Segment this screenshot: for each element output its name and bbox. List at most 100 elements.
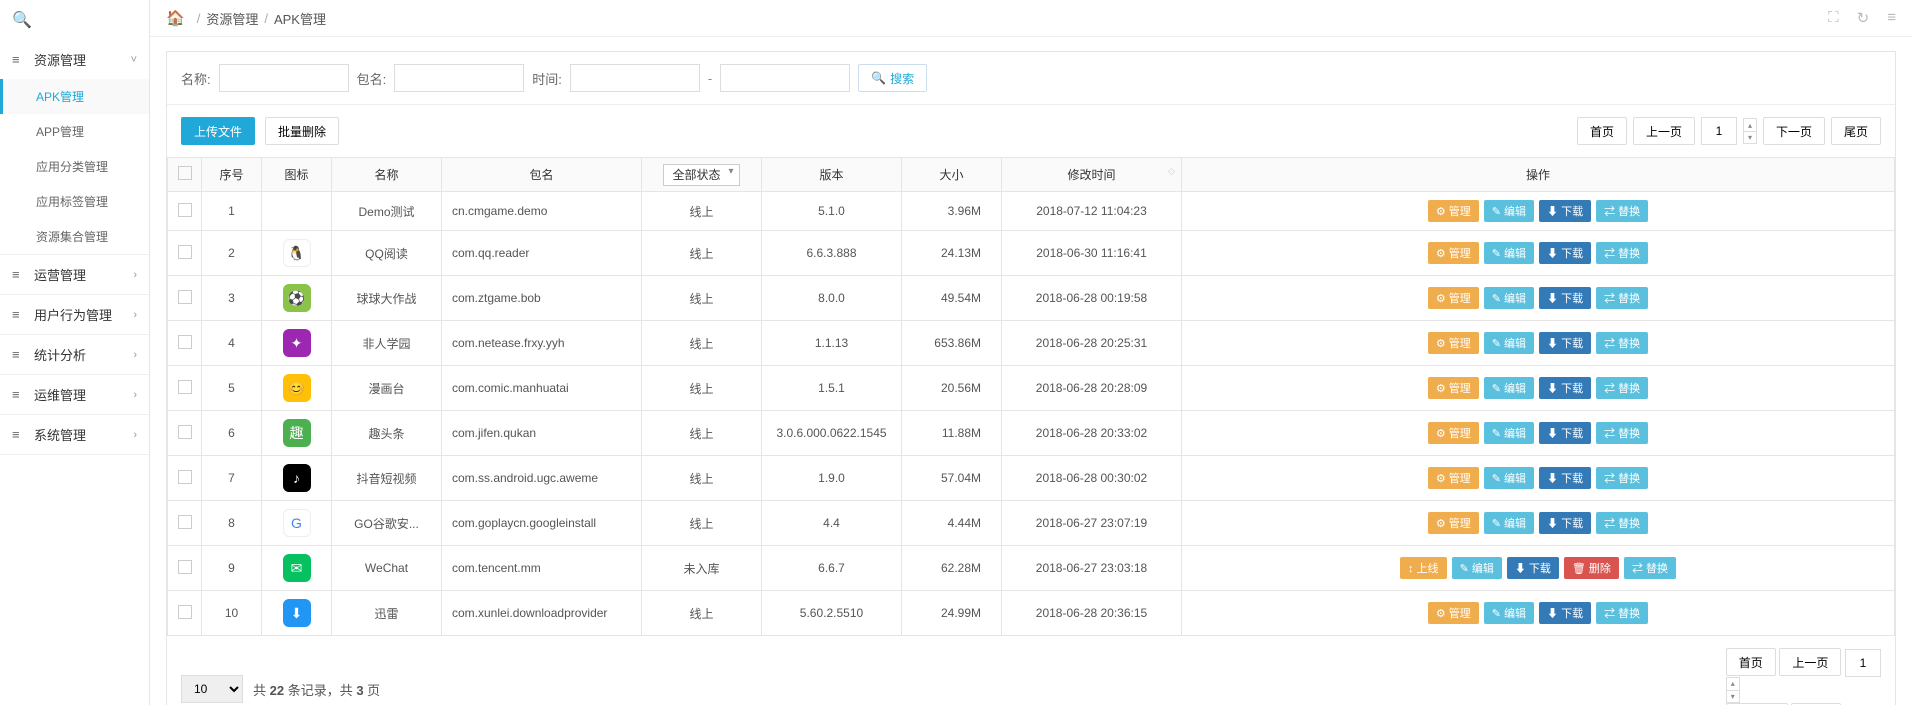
pkg-input[interactable] bbox=[394, 64, 524, 92]
op-edit[interactable]: ✎ 编辑 bbox=[1484, 200, 1534, 222]
op-delete[interactable]: 🗑 删除 bbox=[1564, 557, 1619, 579]
nav-section-3[interactable]: ≡统计分析› bbox=[0, 335, 149, 374]
pager-down-b[interactable]: ▾ bbox=[1726, 690, 1740, 703]
op-edit[interactable]: ✎ 编辑 bbox=[1484, 242, 1534, 264]
refresh-icon[interactable]: ↻ bbox=[1857, 9, 1870, 27]
op-edit[interactable]: ✎ 编辑 bbox=[1452, 557, 1502, 579]
op-edit[interactable]: ✎ 编辑 bbox=[1484, 602, 1534, 624]
op-download[interactable]: ⬇ 下载 bbox=[1507, 557, 1559, 579]
search-button[interactable]: 🔍 搜索 bbox=[858, 64, 927, 92]
row-check[interactable] bbox=[178, 560, 192, 574]
op-manage[interactable]: ⚙ 管理 bbox=[1428, 422, 1479, 444]
row-check[interactable] bbox=[178, 425, 192, 439]
op-replace[interactable]: ⇄ 替换 bbox=[1596, 602, 1648, 624]
row-check[interactable] bbox=[178, 245, 192, 259]
op-edit[interactable]: ✎ 编辑 bbox=[1484, 377, 1534, 399]
nav-section-0[interactable]: ≡资源管理˅ bbox=[0, 40, 149, 79]
th-mtime[interactable]: 修改时间◇ bbox=[1002, 158, 1182, 192]
pager-up-b[interactable]: ▴ bbox=[1726, 677, 1740, 690]
op-manage[interactable]: ⚙ 管理 bbox=[1428, 332, 1479, 354]
menu-icon[interactable]: ≡ bbox=[1887, 9, 1896, 27]
status-filter[interactable]: 全部状态 bbox=[663, 164, 739, 186]
cell-size: 20.56M bbox=[902, 366, 1002, 411]
op-replace[interactable]: ⇄ 替换 bbox=[1596, 287, 1648, 309]
op-manage[interactable]: ⚙ 管理 bbox=[1428, 242, 1479, 264]
nav-item-0-2[interactable]: 应用分类管理 bbox=[0, 149, 149, 184]
op-online[interactable]: ↕ 上线 bbox=[1400, 557, 1447, 579]
op-replace[interactable]: ⇄ 替换 bbox=[1596, 332, 1648, 354]
op-manage[interactable]: ⚙ 管理 bbox=[1428, 602, 1479, 624]
row-check[interactable] bbox=[178, 605, 192, 619]
op-replace[interactable]: ⇄ 替换 bbox=[1596, 377, 1648, 399]
cell-version: 3.0.6.000.0622.1545 bbox=[762, 411, 902, 456]
nav-section-2[interactable]: ≡用户行为管理› bbox=[0, 295, 149, 334]
row-check[interactable] bbox=[178, 203, 192, 217]
op-edit[interactable]: ✎ 编辑 bbox=[1484, 467, 1534, 489]
op-edit[interactable]: ✎ 编辑 bbox=[1484, 512, 1534, 534]
op-edit[interactable]: ✎ 编辑 bbox=[1484, 332, 1534, 354]
cell-name: 球球大作战 bbox=[332, 276, 442, 321]
pager-down[interactable]: ▾ bbox=[1743, 131, 1757, 144]
op-replace[interactable]: ⇄ 替换 bbox=[1596, 512, 1648, 534]
op-manage[interactable]: ⚙ 管理 bbox=[1428, 467, 1479, 489]
op-download[interactable]: ⬇ 下载 bbox=[1539, 242, 1591, 264]
pager-first-b[interactable]: 首页 bbox=[1726, 648, 1776, 676]
pager-up[interactable]: ▴ bbox=[1743, 118, 1757, 131]
pager-first[interactable]: 首页 bbox=[1577, 117, 1627, 145]
nav-item-0-4[interactable]: 资源集合管理 bbox=[0, 219, 149, 254]
home-icon[interactable]: 🏠 bbox=[166, 9, 185, 27]
sidebar-search-icon[interactable]: 🔍 bbox=[0, 0, 149, 40]
cell-name: QQ阅读 bbox=[332, 231, 442, 276]
check-all[interactable] bbox=[178, 166, 192, 180]
pager-prev-b[interactable]: 上一页 bbox=[1779, 648, 1841, 676]
row-check[interactable] bbox=[178, 290, 192, 304]
pager-prev[interactable]: 上一页 bbox=[1633, 117, 1695, 145]
nav-item-0-0[interactable]: APK管理 bbox=[0, 79, 149, 114]
op-manage[interactable]: ⚙ 管理 bbox=[1428, 512, 1479, 534]
op-replace[interactable]: ⇄ 替换 bbox=[1624, 557, 1676, 579]
op-manage[interactable]: ⚙ 管理 bbox=[1428, 287, 1479, 309]
nav-item-0-3[interactable]: 应用标签管理 bbox=[0, 184, 149, 219]
time-label: 时间: bbox=[532, 69, 562, 88]
page-size-select[interactable]: 10 bbox=[181, 675, 243, 703]
op-edit[interactable]: ✎ 编辑 bbox=[1484, 287, 1534, 309]
op-download[interactable]: ⬇ 下载 bbox=[1539, 602, 1591, 624]
nav-section-4[interactable]: ≡运维管理› bbox=[0, 375, 149, 414]
row-check[interactable] bbox=[178, 380, 192, 394]
op-replace[interactable]: ⇄ 替换 bbox=[1596, 422, 1648, 444]
upload-button[interactable]: 上传文件 bbox=[181, 117, 255, 145]
cell-status: 线上 bbox=[642, 276, 762, 321]
op-edit[interactable]: ✎ 编辑 bbox=[1484, 422, 1534, 444]
op-download[interactable]: ⬇ 下载 bbox=[1539, 422, 1591, 444]
fullscreen-icon[interactable]: ⛶ bbox=[1828, 9, 1839, 27]
op-download[interactable]: ⬇ 下载 bbox=[1539, 512, 1591, 534]
op-download[interactable]: ⬇ 下载 bbox=[1539, 200, 1591, 222]
pager-next[interactable]: 下一页 bbox=[1763, 117, 1825, 145]
pager-page-input[interactable] bbox=[1701, 117, 1737, 145]
op-manage[interactable]: ⚙ 管理 bbox=[1428, 377, 1479, 399]
cell-status: 线上 bbox=[642, 231, 762, 276]
row-check[interactable] bbox=[178, 470, 192, 484]
pager-page-input-b[interactable] bbox=[1845, 649, 1881, 677]
nav-item-0-1[interactable]: APP管理 bbox=[0, 114, 149, 149]
name-input[interactable] bbox=[219, 64, 349, 92]
bulk-delete-button[interactable]: 批量删除 bbox=[265, 117, 339, 145]
op-replace[interactable]: ⇄ 替换 bbox=[1596, 200, 1648, 222]
row-check[interactable] bbox=[178, 335, 192, 349]
nav-section-5[interactable]: ≡系统管理› bbox=[0, 415, 149, 454]
op-download[interactable]: ⬇ 下载 bbox=[1539, 332, 1591, 354]
op-replace[interactable]: ⇄ 替换 bbox=[1596, 242, 1648, 264]
pager-last[interactable]: 尾页 bbox=[1831, 117, 1881, 145]
cell-ops: ⚙ 管理✎ 编辑⬇ 下载⇄ 替换 bbox=[1182, 591, 1895, 636]
time-from-input[interactable] bbox=[570, 64, 700, 92]
op-download[interactable]: ⬇ 下载 bbox=[1539, 287, 1591, 309]
op-download[interactable]: ⬇ 下载 bbox=[1539, 377, 1591, 399]
op-download[interactable]: ⬇ 下载 bbox=[1539, 467, 1591, 489]
op-replace[interactable]: ⇄ 替换 bbox=[1596, 467, 1648, 489]
breadcrumb-2[interactable]: APK管理 bbox=[274, 9, 326, 28]
op-manage[interactable]: ⚙ 管理 bbox=[1428, 200, 1479, 222]
time-to-input[interactable] bbox=[720, 64, 850, 92]
row-check[interactable] bbox=[178, 515, 192, 529]
breadcrumb-1[interactable]: 资源管理 bbox=[206, 9, 258, 28]
nav-section-1[interactable]: ≡运营管理› bbox=[0, 255, 149, 294]
